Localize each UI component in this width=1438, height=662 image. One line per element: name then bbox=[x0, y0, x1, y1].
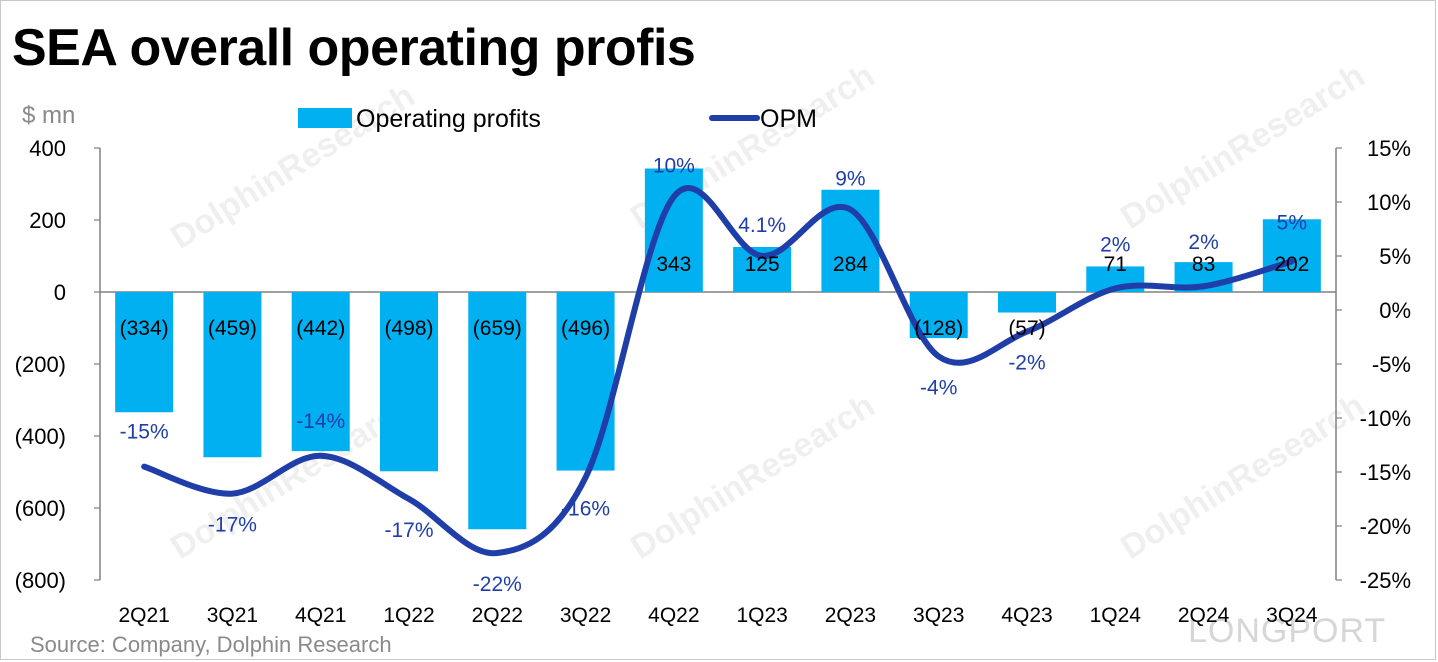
legend: Operating profits OPM bbox=[298, 105, 817, 133]
x-tick-label: 3Q22 bbox=[560, 604, 611, 627]
y2-tick-label: 10% bbox=[1367, 190, 1411, 215]
bar-value-label: (57) bbox=[1008, 317, 1045, 340]
opm-value-label: -2% bbox=[1008, 352, 1045, 375]
watermark-text: DolphinResearch bbox=[164, 76, 421, 256]
y2-tick-label: -10% bbox=[1360, 406, 1411, 431]
opm-value-label: 5% bbox=[1277, 211, 1307, 234]
opm-value-label: 2% bbox=[1100, 233, 1130, 256]
y2-tick-label: -25% bbox=[1360, 568, 1411, 593]
x-tick-label: 1Q23 bbox=[736, 604, 787, 627]
x-tick-label: 2Q22 bbox=[472, 604, 523, 627]
x-tick-label: 3Q24 bbox=[1266, 604, 1318, 627]
bar-value-label: (496) bbox=[561, 317, 610, 340]
bar-value-label: (128) bbox=[914, 317, 963, 340]
opm-value-label: 2% bbox=[1188, 231, 1218, 254]
bar bbox=[998, 292, 1056, 313]
axes-layer: 400 200 0 (200) (400) (600) (800) 15% 10% 5% 0% -5%… bbox=[15, 136, 1411, 627]
x-tick-label: 4Q21 bbox=[295, 604, 346, 627]
opm-value-label: -14% bbox=[296, 410, 345, 433]
y-tick-label: 400 bbox=[29, 136, 66, 161]
legend-label-bars: Operating profits bbox=[356, 105, 541, 133]
x-tick-label: 1Q22 bbox=[383, 604, 434, 627]
bar-value-label: (334) bbox=[120, 317, 169, 340]
y2-tick-label: -5% bbox=[1372, 352, 1411, 377]
y-tick-label: (400) bbox=[15, 424, 66, 449]
opm-value-label: -17% bbox=[208, 514, 257, 537]
bar-value-label: (498) bbox=[384, 317, 433, 340]
watermark-text: DolphinResearch bbox=[624, 386, 881, 566]
bar bbox=[1262, 219, 1321, 292]
bar bbox=[380, 292, 438, 472]
y-axis-unit: $ mn bbox=[22, 102, 76, 129]
bar bbox=[821, 189, 880, 292]
y-tick-label: 0 bbox=[54, 280, 66, 305]
labels-layer: (334) (459) (442) (498) (659) (496) 343 125 284 (… bbox=[120, 155, 1310, 596]
y2-tick-label: 0% bbox=[1379, 298, 1411, 323]
x-tick-label: 3Q21 bbox=[207, 604, 258, 627]
x-tick-label: 3Q23 bbox=[913, 604, 964, 627]
y2-tick-label: 5% bbox=[1379, 244, 1411, 269]
y2-tick-label: 15% bbox=[1367, 136, 1411, 161]
x-tick-label: 2Q24 bbox=[1178, 604, 1230, 627]
bar bbox=[115, 292, 174, 413]
watermark-text: DolphinResearch bbox=[1114, 56, 1371, 236]
y-tick-label: (600) bbox=[15, 496, 66, 521]
y-tick-label: 200 bbox=[29, 208, 66, 233]
watermark-text: DolphinResearch bbox=[1114, 386, 1371, 566]
bar-value-label: (659) bbox=[473, 317, 522, 340]
opm-value-label: -17% bbox=[384, 519, 433, 542]
opm-value-label: 10% bbox=[653, 155, 695, 178]
x-tick-label: 1Q24 bbox=[1090, 604, 1142, 627]
opm-line bbox=[141, 185, 1295, 557]
x-tick-label: 2Q23 bbox=[825, 604, 876, 627]
bar-value-label: 83 bbox=[1192, 253, 1215, 276]
legend-swatch-bars bbox=[298, 108, 352, 128]
opm-value-label: -15% bbox=[120, 421, 169, 444]
opm-value-label: 4.1% bbox=[738, 214, 786, 237]
legend-label-line: OPM bbox=[760, 105, 817, 133]
y2-tick-label: -20% bbox=[1360, 514, 1411, 539]
bar-value-label: 202 bbox=[1274, 253, 1309, 276]
corner-watermark: LONGPORT bbox=[1188, 612, 1387, 650]
y-tick-label: (200) bbox=[15, 352, 66, 377]
chart-title: SEA overall operating profis bbox=[12, 19, 696, 77]
x-tick-label: 4Q23 bbox=[1001, 604, 1052, 627]
bar bbox=[291, 292, 350, 452]
opm-line-layer bbox=[141, 185, 1295, 557]
bar-value-label: 343 bbox=[656, 253, 691, 276]
y2-tick-label: -15% bbox=[1360, 460, 1411, 485]
opm-value-label: -22% bbox=[473, 573, 522, 596]
opm-value-label: -4% bbox=[920, 376, 957, 399]
bars-layer bbox=[115, 168, 1321, 530]
opm-value-label: -16% bbox=[561, 497, 610, 520]
bar bbox=[556, 292, 615, 471]
source-note: Source: Company, Dolphin Research bbox=[30, 632, 392, 657]
bar bbox=[203, 292, 262, 458]
bar-value-label: 125 bbox=[745, 253, 780, 276]
y-tick-label: (800) bbox=[15, 568, 66, 593]
opm-value-label: 9% bbox=[835, 168, 865, 191]
x-tick-label: 4Q22 bbox=[648, 604, 699, 627]
bar-value-label: 284 bbox=[833, 253, 868, 276]
bar bbox=[468, 292, 527, 530]
x-tick-label: 2Q21 bbox=[118, 604, 169, 627]
bar-value-label: (442) bbox=[296, 317, 345, 340]
bar-value-label: 71 bbox=[1104, 253, 1127, 276]
bar-value-label: (459) bbox=[208, 317, 257, 340]
